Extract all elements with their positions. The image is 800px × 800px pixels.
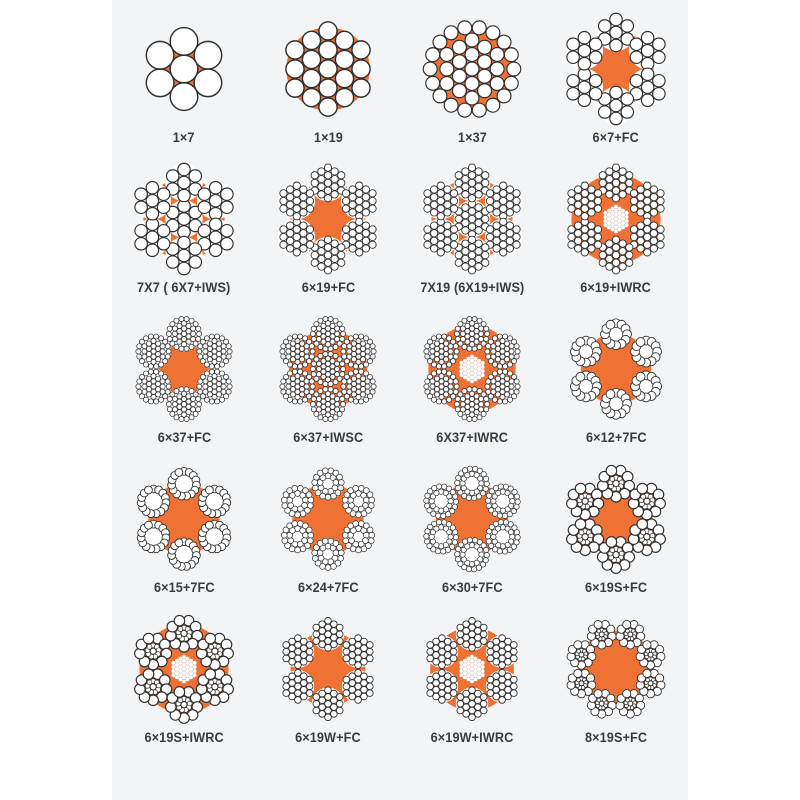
rope-label: 6X37+IWRC — [436, 430, 508, 445]
rope-label: 6×37+FC — [157, 430, 211, 445]
rope-label: 6×30+7FC — [441, 580, 503, 595]
rope-chart-panel: 1×7 1×19 1×37 6×7+FC 7X7 ( 6X7+IWS) 6×19+FC 7X… — [112, 0, 688, 800]
rope-cell-6x37+IWSC: 6×37+IWSC — [256, 312, 400, 462]
rope-label: 6×19+IWRC — [580, 280, 652, 295]
rope-diagram-7x19 — [422, 163, 522, 275]
rope-cell-6x30: 6×30+7FC — [400, 462, 544, 612]
rope-label: 6×24+7FC — [297, 580, 359, 595]
rope-diagram-6x19W+IWRC — [425, 616, 519, 722]
rope-cell-6x19W+FC: 6×19W+FC — [256, 612, 400, 762]
rope-cell-6x7+FC: 6×7+FC — [544, 12, 688, 162]
rope-label: 6×19S+FC — [584, 580, 648, 595]
rope-label: 6×19+FC — [301, 280, 355, 295]
rope-label: 1×19 — [313, 130, 343, 145]
rope-cell-6x37+IWRC: 6X37+IWRC — [400, 312, 544, 462]
rope-label: 6×15+7FC — [153, 580, 215, 595]
rope-diagram-6x15 — [136, 466, 232, 571]
rope-cell-6x19S+IWRC: 6×19S+IWRC — [112, 612, 256, 762]
rope-grid: 1×7 1×19 1×37 6×7+FC 7X7 ( 6X7+IWS) 6×19+FC 7X… — [112, 12, 688, 762]
rope-cell-6x37+FC: 6×37+FC — [112, 312, 256, 462]
rope-diagram-6x24 — [280, 467, 376, 571]
rope-cell-6x19+IWRC: 6×19+IWRC — [544, 162, 688, 312]
rope-diagram-6x19S+IWRC — [134, 614, 234, 724]
rope-diagram-6x37+IWSC — [279, 316, 377, 422]
rope-cell-6x19+FC: 6×19+FC — [256, 162, 400, 312]
rope-diagram-6x37+FC — [135, 316, 233, 422]
rope-label: 1×7 — [173, 130, 195, 145]
rope-label: 6×19S+IWRC — [144, 730, 224, 745]
rope-label: 8×19S+FC — [584, 730, 648, 745]
rope-cell-6x19S+FC: 6×19S+FC — [544, 462, 688, 612]
rope-label: 6×7+FC — [592, 130, 640, 145]
rope-diagram-1x37 — [422, 20, 522, 118]
rope-cell-6x24: 6×24+7FC — [256, 462, 400, 612]
rope-diagram-7x7 — [133, 162, 235, 276]
rope-diagram-6x19+FC — [278, 163, 378, 275]
rope-cell-6x19W+IWRC: 6×19W+IWRC — [400, 612, 544, 762]
rope-cell-6x12: 6×12+7FC — [544, 312, 688, 462]
rope-label: 6×19W+FC — [295, 730, 361, 745]
rope-cell-1x7: 1×7 — [112, 12, 256, 162]
rope-diagram-6x12 — [569, 318, 663, 420]
rope-diagram-1x19 — [285, 21, 371, 117]
rope-cell-7x7: 7X7 ( 6X7+IWS) — [112, 162, 256, 312]
rope-label: 7X7 ( 6X7+IWS) — [137, 280, 231, 295]
rope-diagram-6x37+IWRC — [423, 316, 521, 422]
rope-cell-6x15: 6×15+7FC — [112, 462, 256, 612]
rope-label: 7X19 (6X19+IWS) — [419, 280, 525, 295]
rope-diagram-1x7 — [145, 26, 223, 112]
rope-label: 1×37 — [457, 130, 487, 145]
rope-label: 6×19W+IWRC — [430, 730, 514, 745]
rope-diagram-8x19S — [566, 620, 666, 719]
rope-cell-7x19: 7X19 (6X19+IWS) — [400, 162, 544, 312]
rope-diagram-6x30 — [423, 465, 521, 573]
rope-cell-1x37: 1×37 — [400, 12, 544, 162]
rope-diagram-6x7+FC — [565, 12, 667, 126]
rope-cell-1x19: 1×19 — [256, 12, 400, 162]
rope-label: 6×37+IWSC — [292, 430, 363, 445]
rope-label: 6×12+7FC — [585, 430, 647, 445]
rope-cell-8x19S: 8×19S+FC — [544, 612, 688, 762]
rope-diagram-6x19S+FC — [566, 464, 666, 574]
rope-diagram-6x19+IWRC — [567, 163, 665, 275]
rope-diagram-6x19W+FC — [281, 616, 375, 722]
